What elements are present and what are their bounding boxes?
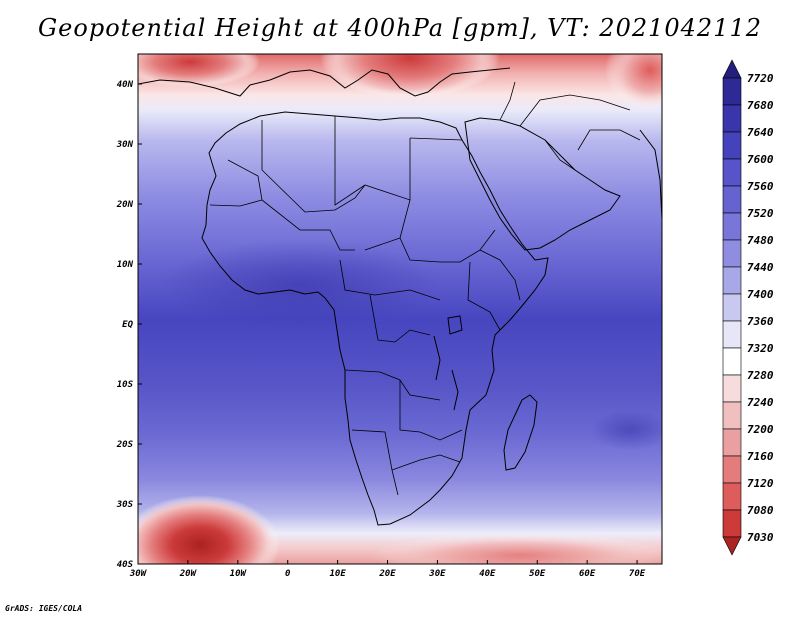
colorbar-swatch — [722, 104, 742, 133]
colorbar-swatch — [722, 347, 742, 376]
lat-tick-label: EQ — [122, 320, 133, 330]
lat-tick-label: 10N — [117, 260, 134, 270]
lon-tick-label: 20E — [378, 569, 396, 579]
colorbar-label: 7030 — [747, 531, 774, 544]
lake-malawi — [451, 369, 459, 411]
colorbar-swatch — [722, 131, 742, 160]
colorbar-swatch — [722, 509, 742, 538]
colorbar-swatch — [722, 401, 742, 430]
colorbar-swatch — [722, 158, 742, 187]
lon-tick-label: 0 — [285, 569, 291, 579]
africa-coastline — [201, 111, 549, 526]
colorbar-label: 7440 — [747, 261, 774, 274]
lat-tick-label: 40N — [117, 80, 134, 90]
lat-tick-label: 30S — [116, 500, 134, 510]
lon-tick-label: 10W — [230, 569, 248, 579]
lat-tick-label: 20S — [116, 440, 134, 450]
colorbar-label: 7520 — [747, 207, 774, 220]
colorbar-swatch — [722, 212, 742, 241]
colorbar-swatch — [722, 374, 742, 403]
lake-tanganyika — [433, 335, 441, 381]
colorbar-swatch — [722, 239, 742, 268]
colorbar-label: 7720 — [747, 72, 774, 85]
lon-tick-label: 30E — [428, 569, 446, 579]
lat-tick-label: 40S — [117, 560, 134, 570]
colorbar-bottom-arrow — [722, 536, 742, 556]
india-coastline — [639, 129, 662, 221]
colorbar-label: 7560 — [747, 180, 774, 193]
colorbar-label: 7280 — [747, 369, 774, 382]
lat-tick-label: 30N — [116, 140, 134, 150]
colorbar-label: 7680 — [747, 99, 774, 112]
colorbar-label: 7320 — [747, 342, 774, 355]
lon-tick-label: 60E — [579, 569, 596, 579]
colorbar-swatch — [722, 455, 742, 484]
colorbar-swatch — [722, 320, 742, 349]
lon-tick-label: 50E — [529, 569, 546, 579]
colorbar-label: 7600 — [747, 153, 774, 166]
lat-tick-label: 20N — [116, 200, 134, 210]
colorbar: 7720 7680 7640 7600 7560 7520 7480 7440 7400 7360… — [722, 59, 774, 556]
colorbar-swatch — [722, 428, 742, 457]
lon-tick-label: 10E — [329, 569, 346, 579]
plot-frame — [137, 53, 663, 565]
credit-label: GrADS: IGES/COLA — [5, 604, 83, 613]
lon-tick-label: 40E — [479, 569, 496, 579]
colorbar-swatch — [722, 185, 742, 214]
lon-tick-label: 20W — [179, 569, 198, 579]
arabia-coastline — [464, 117, 621, 251]
colorbar-swatch — [722, 266, 742, 295]
colorbar-label: 7120 — [747, 477, 774, 490]
colorbar-label: 7400 — [747, 288, 774, 301]
height-field — [138, 54, 662, 564]
country-borders — [209, 81, 641, 496]
lat-tick-label: 10S — [117, 380, 134, 390]
colorbar-top-arrow — [722, 59, 742, 79]
axis-ticks: 30W 20W 10W 0 10E 20E 30E 40E 50E 60E 70E 40N 30N 20N… — [116, 53, 646, 579]
colorbar-label: 7200 — [747, 423, 774, 436]
colorbar-label: 7480 — [747, 234, 774, 247]
colorbar-label: 7160 — [747, 450, 774, 463]
lon-tick-label: 70E — [629, 569, 646, 579]
madagascar-coastline — [503, 394, 538, 471]
colorbar-label: 7360 — [747, 315, 774, 328]
colorbar-swatch — [722, 482, 742, 511]
lon-tick-label: 30W — [129, 569, 148, 579]
colorbar-swatch — [722, 77, 742, 106]
colorbar-label: 7640 — [747, 126, 774, 139]
map-title: Geopotential Height at 400hPa [gpm], VT:… — [38, 14, 762, 42]
colorbar-label: 7240 — [747, 396, 774, 409]
europe-coastline — [138, 67, 511, 97]
colorbar-swatch — [722, 293, 742, 322]
coastlines — [138, 67, 662, 526]
lake-victoria — [447, 315, 463, 335]
colorbar-label: 7080 — [747, 504, 774, 517]
